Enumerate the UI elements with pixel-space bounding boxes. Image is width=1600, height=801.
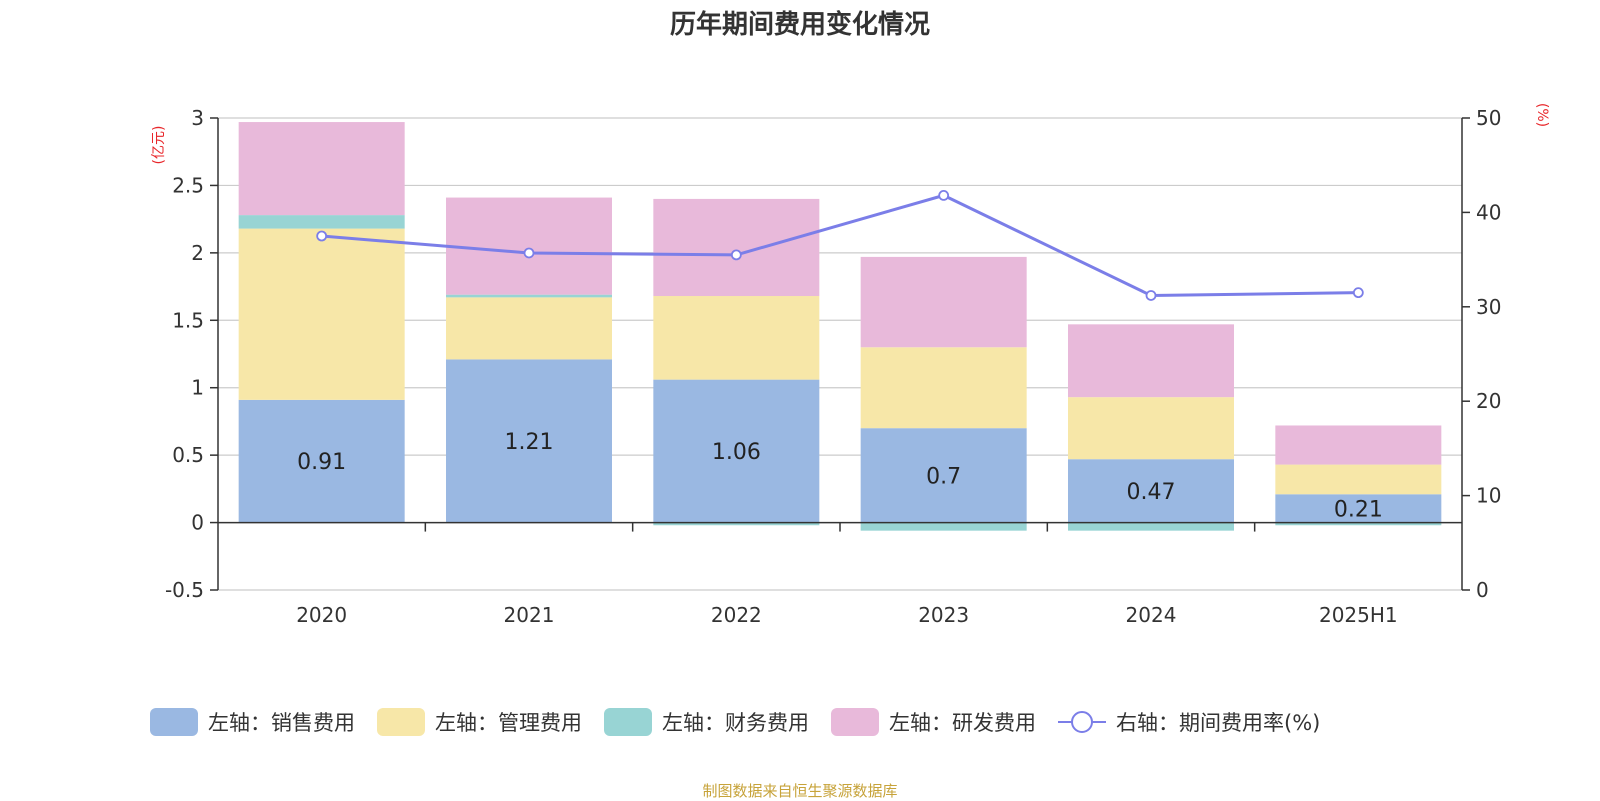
legend-marker-swatch bbox=[1071, 711, 1093, 733]
left-axis-tick-label: 1.5 bbox=[172, 308, 204, 332]
category-label: 2022 bbox=[711, 603, 762, 627]
bar-series bbox=[238, 122, 1442, 531]
left-axis-tick-label: 0 bbox=[191, 511, 204, 535]
data-label: 1.06 bbox=[712, 440, 761, 465]
bar-rnd bbox=[860, 256, 1027, 348]
category-label: 2021 bbox=[504, 603, 555, 627]
left-axis-tick-label: 2 bbox=[191, 241, 204, 265]
legend-label: 左轴：销售费用 bbox=[208, 711, 355, 735]
axes: 3 2.5 2 1.5 1 0.5 0 -0.5 50 40 30 20 10 0 (亿元) (%) 2020 2… bbox=[151, 103, 1550, 627]
bar-finance bbox=[1068, 522, 1234, 531]
legend-swatch-sales bbox=[150, 708, 198, 736]
bar-admin bbox=[860, 347, 1027, 429]
bar-sales bbox=[238, 399, 405, 523]
rate-point bbox=[938, 190, 950, 201]
rate-point bbox=[1145, 290, 1157, 301]
bar-sales bbox=[1068, 459, 1234, 523]
bar-sales bbox=[653, 379, 820, 523]
right-axis-tick-label: 30 bbox=[1476, 295, 1501, 319]
data-labels: 0.91 1.21 1.06 0.7 0.47 0.21 bbox=[297, 430, 1383, 522]
bar-finance bbox=[860, 522, 1027, 531]
bar-sales bbox=[446, 359, 612, 523]
legend-label: 左轴：管理费用 bbox=[435, 711, 582, 735]
rate-point bbox=[523, 247, 535, 259]
right-axis-unit: (%) bbox=[1534, 103, 1550, 127]
bar-admin bbox=[653, 296, 820, 380]
left-axis-tick-label: 2.5 bbox=[172, 173, 204, 197]
chart-title: 历年期间费用变化情况 bbox=[669, 10, 930, 40]
bar-sales bbox=[1275, 494, 1442, 523]
bar-rnd bbox=[446, 197, 612, 295]
right-axis-tick-label: 40 bbox=[1476, 200, 1501, 224]
rate-line-series bbox=[316, 190, 1364, 301]
bar-admin bbox=[1275, 464, 1442, 495]
right-axis-tick-label: 10 bbox=[1476, 484, 1501, 508]
left-axis-unit: (亿元) bbox=[151, 126, 167, 165]
right-axis-tick-label: 0 bbox=[1476, 578, 1489, 602]
rate-point bbox=[730, 249, 742, 261]
right-axis-tick-label: 50 bbox=[1476, 106, 1501, 130]
data-label: 1.21 bbox=[505, 430, 554, 455]
source-note: 制图数据来自恒生聚源数据库 bbox=[702, 782, 898, 800]
bar-rnd bbox=[653, 198, 820, 297]
right-axis-tick-label: 20 bbox=[1476, 389, 1501, 413]
rate-point bbox=[1352, 287, 1364, 299]
category-label: 2020 bbox=[296, 603, 347, 627]
legend-label: 右轴：期间费用率(%) bbox=[1116, 711, 1320, 735]
bar-rnd bbox=[1275, 425, 1442, 465]
data-label: 0.7 bbox=[926, 464, 961, 489]
bar-admin bbox=[238, 228, 405, 400]
data-label: 0.21 bbox=[1334, 497, 1383, 522]
left-axis-tick-label: 1 bbox=[191, 376, 204, 400]
rate-line bbox=[321, 193, 1359, 297]
bar-finance bbox=[446, 294, 612, 298]
bar-finance bbox=[238, 215, 405, 229]
bar-rnd bbox=[238, 122, 405, 216]
legend-label: 左轴：研发费用 bbox=[889, 711, 1036, 735]
bar-sales bbox=[860, 428, 1027, 523]
data-label: 0.91 bbox=[297, 450, 346, 475]
left-axis-tick-label: 3 bbox=[191, 106, 204, 130]
legend-label: 左轴：财务费用 bbox=[662, 711, 809, 735]
rate-point bbox=[316, 230, 328, 242]
bar-rnd bbox=[1068, 324, 1234, 398]
data-label: 0.47 bbox=[1127, 480, 1176, 505]
bar-finance bbox=[1275, 522, 1442, 526]
bar-admin bbox=[1068, 397, 1234, 460]
left-axis-tick-label: -0.5 bbox=[165, 578, 204, 602]
legend-swatch-rnd bbox=[831, 708, 879, 736]
bar-finance bbox=[653, 522, 820, 526]
legend: 左轴：销售费用 左轴：管理费用 左轴：财务费用 左轴：研发费用 右轴：期间费用率(%) bbox=[150, 708, 1320, 736]
category-label: 2023 bbox=[918, 603, 969, 627]
legend-swatch-finance bbox=[604, 708, 652, 736]
legend-swatch-admin bbox=[377, 708, 425, 736]
category-label: 2025H1 bbox=[1319, 603, 1398, 627]
bar-admin bbox=[446, 297, 612, 360]
category-label: 2024 bbox=[1126, 603, 1177, 627]
left-axis-tick-label: 0.5 bbox=[172, 443, 204, 467]
